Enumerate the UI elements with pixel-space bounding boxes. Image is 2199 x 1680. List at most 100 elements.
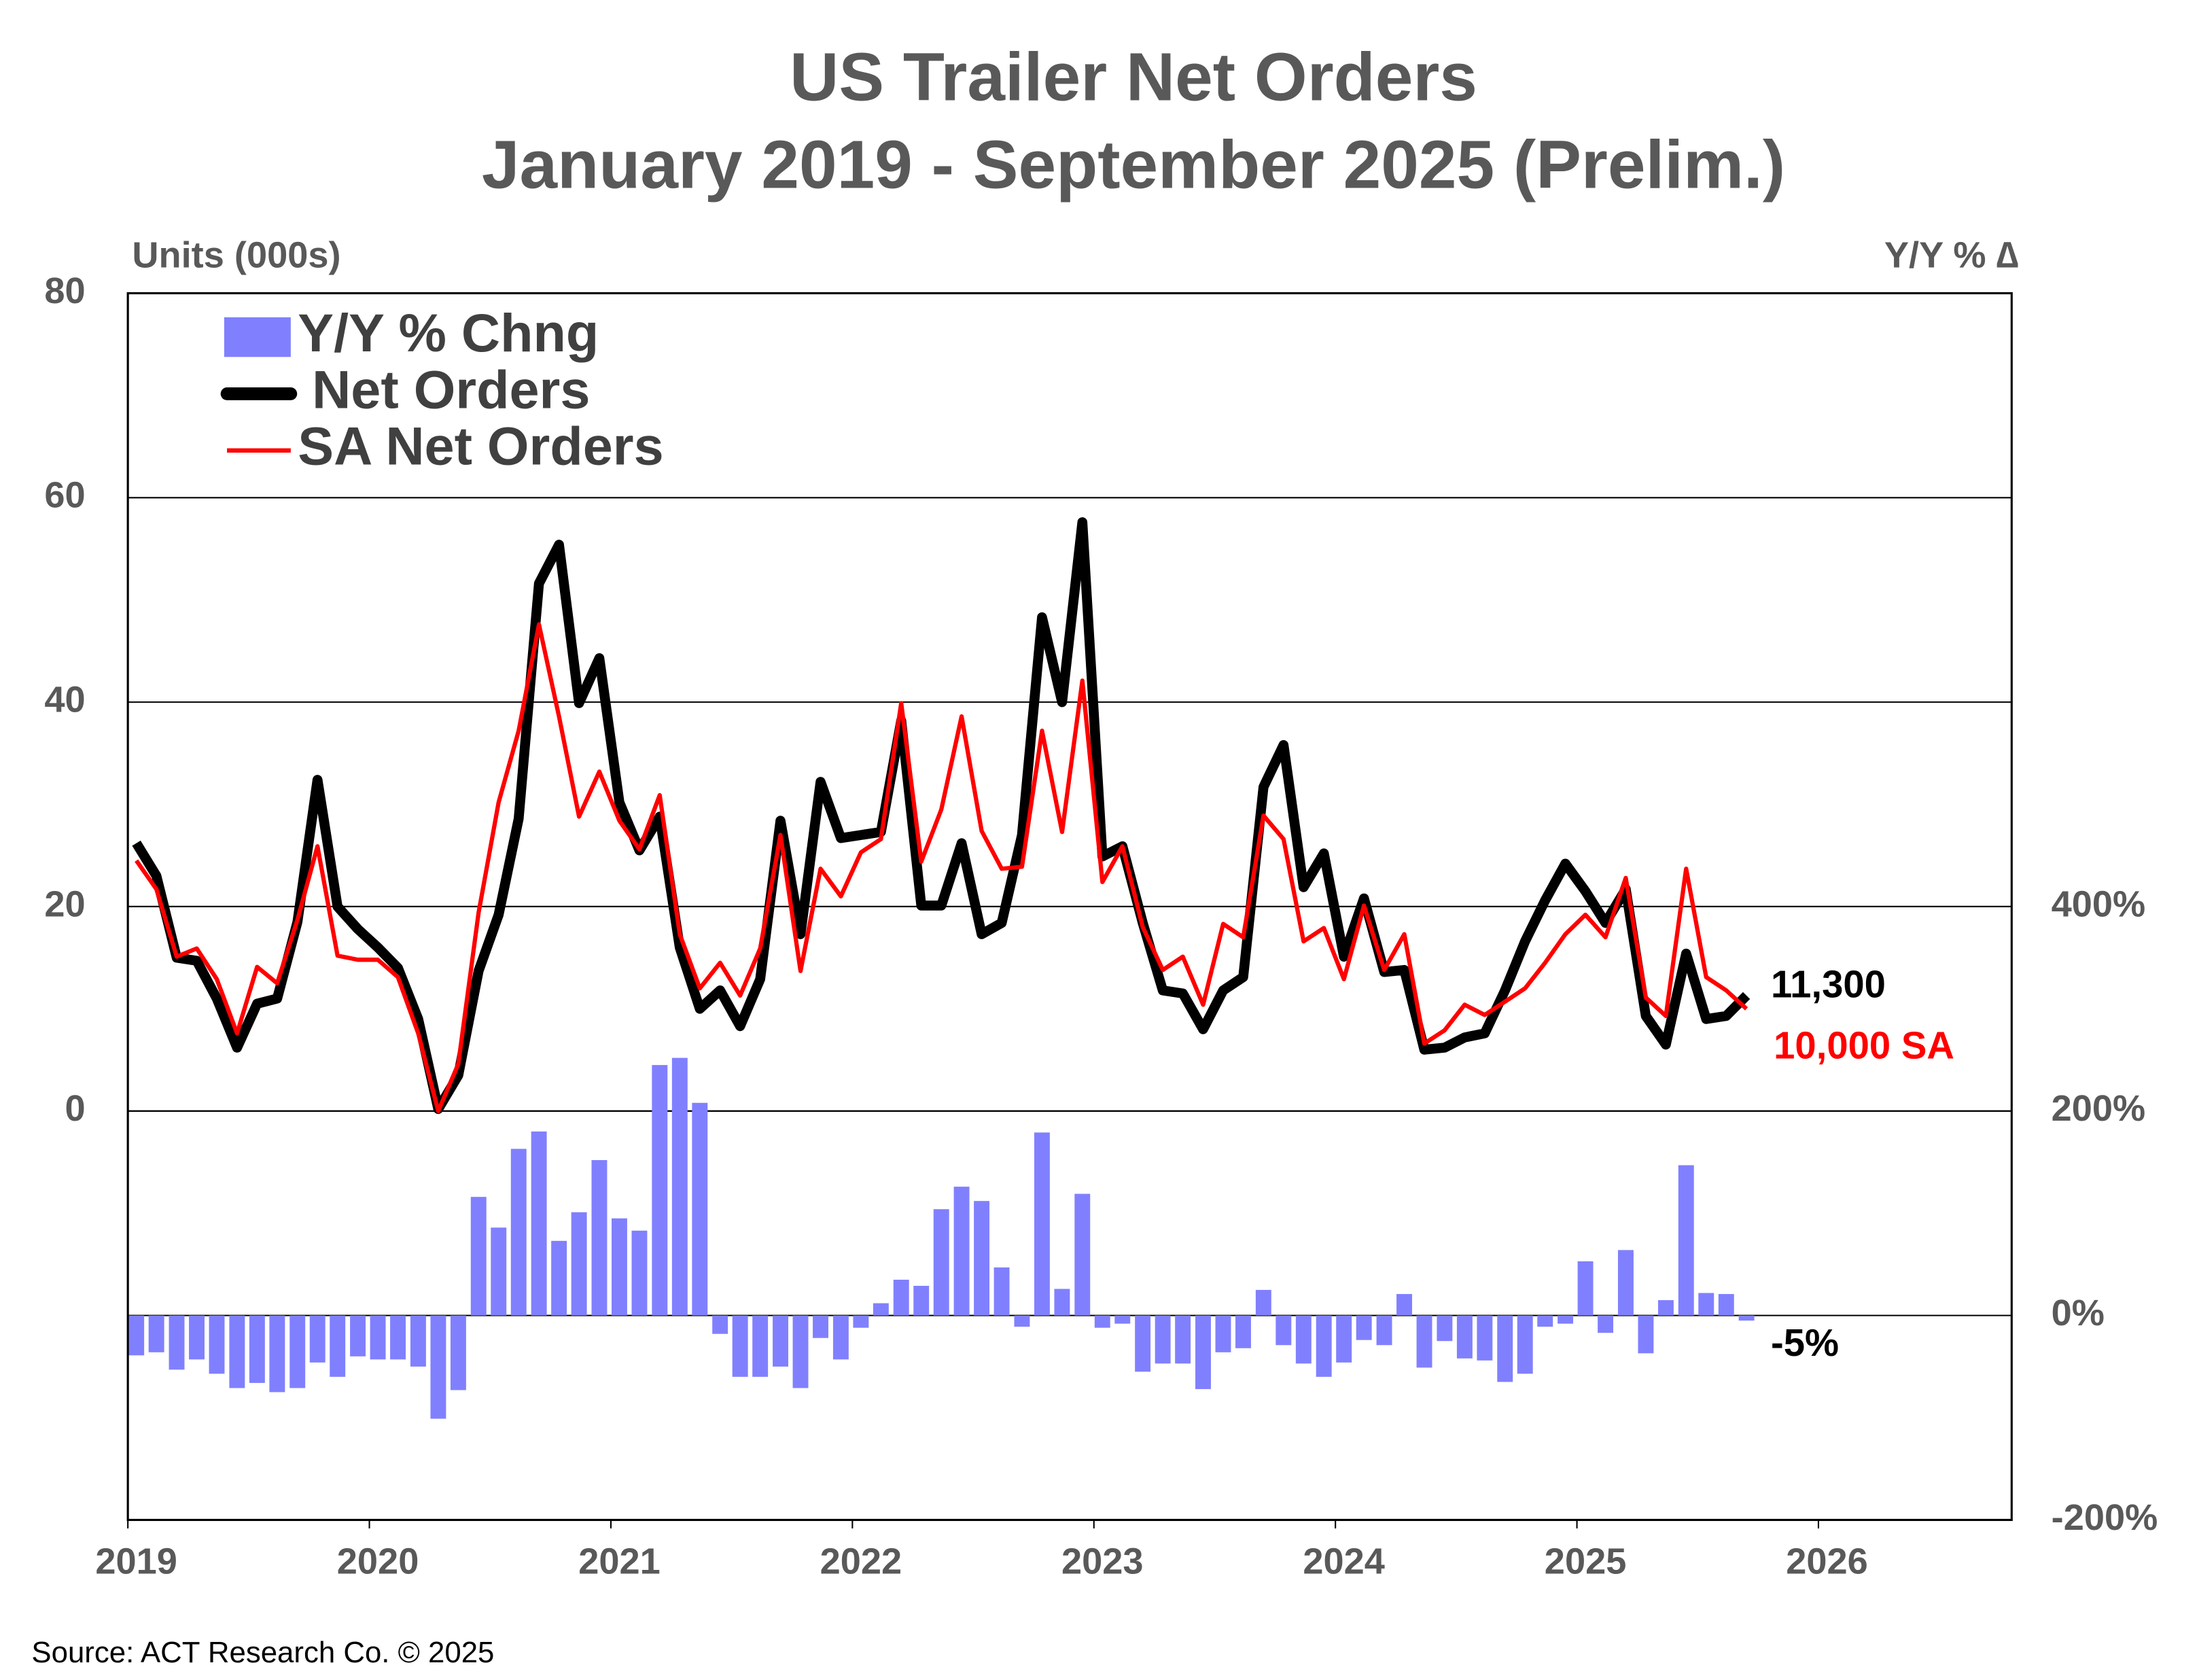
x-tick-label: 2019 [95,1541,177,1581]
x-tick-label: 2024 [1303,1541,1385,1581]
y2-axis-label: Y/Y % ∆ [1884,235,2019,276]
bar [229,1315,245,1388]
bar [692,1102,708,1316]
chart-title: US Trailer Net Orders [790,39,1477,115]
bar [1336,1315,1352,1363]
bar [1276,1315,1292,1346]
bar [1497,1315,1513,1382]
x-tick-label: 2020 [337,1541,419,1581]
bar [1195,1315,1211,1389]
bar [1437,1315,1453,1342]
bar [1074,1193,1091,1316]
bar [1517,1315,1533,1374]
annotation: 11,300 [1771,963,1886,1006]
bar [330,1315,346,1377]
bar [1356,1315,1372,1340]
bar [612,1218,627,1316]
y-tick-label: 40 [44,679,85,720]
bar [1295,1315,1312,1364]
bar [1396,1294,1412,1316]
bar [591,1160,608,1316]
bar [893,1279,909,1316]
annotation: 10,000 SA [1774,1023,1954,1066]
x-tick-label: 2023 [1061,1541,1144,1581]
bar [269,1315,285,1393]
y2-tick-label: 200% [2052,1088,2146,1129]
bar [491,1227,507,1316]
bar [792,1315,809,1388]
bar [853,1315,869,1328]
bar [1175,1315,1191,1364]
bar [1235,1315,1251,1348]
bar [671,1057,688,1316]
annotation: -5% [1771,1321,1839,1364]
bar [1456,1315,1473,1359]
bar [1054,1289,1070,1316]
bar [933,1209,949,1316]
bar [1698,1293,1714,1316]
bar [1094,1315,1110,1328]
bar [1577,1261,1594,1316]
bar [712,1315,728,1334]
legend-label: Y/Y % Chng [298,302,599,363]
bar [993,1267,1010,1316]
bar [1657,1300,1674,1316]
bar [571,1212,587,1316]
y-tick-label: 60 [44,475,85,516]
bar [309,1315,326,1363]
bar [1114,1315,1131,1324]
bar [1678,1165,1694,1316]
bar [1558,1315,1574,1324]
x-tick-label: 2022 [820,1541,902,1581]
bar [1155,1315,1171,1364]
bar [1718,1294,1734,1316]
plot-frame [126,292,2013,1522]
y-axis-label: Units (000s) [132,235,340,276]
bar [1416,1315,1432,1368]
bar [773,1315,788,1367]
bar [832,1315,849,1360]
y2-tick-label: 400% [2052,883,2146,924]
bar [249,1315,265,1383]
y-tick-label: 20 [44,883,85,924]
y-tick-label: 80 [44,270,85,311]
bar [410,1315,426,1367]
x-tick-label: 2021 [578,1541,661,1581]
bar [1598,1315,1614,1333]
x-tick-label: 2025 [1545,1541,1627,1581]
bar [510,1149,527,1316]
bar [1135,1315,1151,1372]
line [132,517,1751,1115]
bar [189,1315,205,1360]
line [135,622,1748,1113]
bar [370,1315,386,1360]
bar [551,1240,567,1316]
bar [1215,1315,1231,1352]
legend-label: Net Orders [312,359,590,419]
bar [1617,1250,1634,1316]
bar [289,1315,306,1388]
bar [974,1201,990,1316]
bar [953,1187,970,1316]
x-tick-label: 2026 [1786,1541,1868,1581]
bar [631,1230,648,1316]
bar [752,1315,769,1377]
bar [350,1315,366,1357]
bar [531,1131,547,1316]
bar [652,1065,668,1316]
bar [913,1286,930,1316]
bar [732,1315,748,1377]
bar [1638,1315,1654,1354]
bar [1477,1315,1493,1361]
bar [148,1315,164,1352]
bar [1316,1315,1332,1377]
bar [450,1315,466,1390]
bar [1014,1315,1030,1327]
y-tick-label: 0 [65,1088,85,1129]
bar [1034,1132,1050,1316]
bar [1738,1315,1755,1321]
bar [813,1315,828,1338]
legend-label: SA Net Orders [298,416,663,476]
y2-tick-label: 0% [2052,1293,2105,1333]
